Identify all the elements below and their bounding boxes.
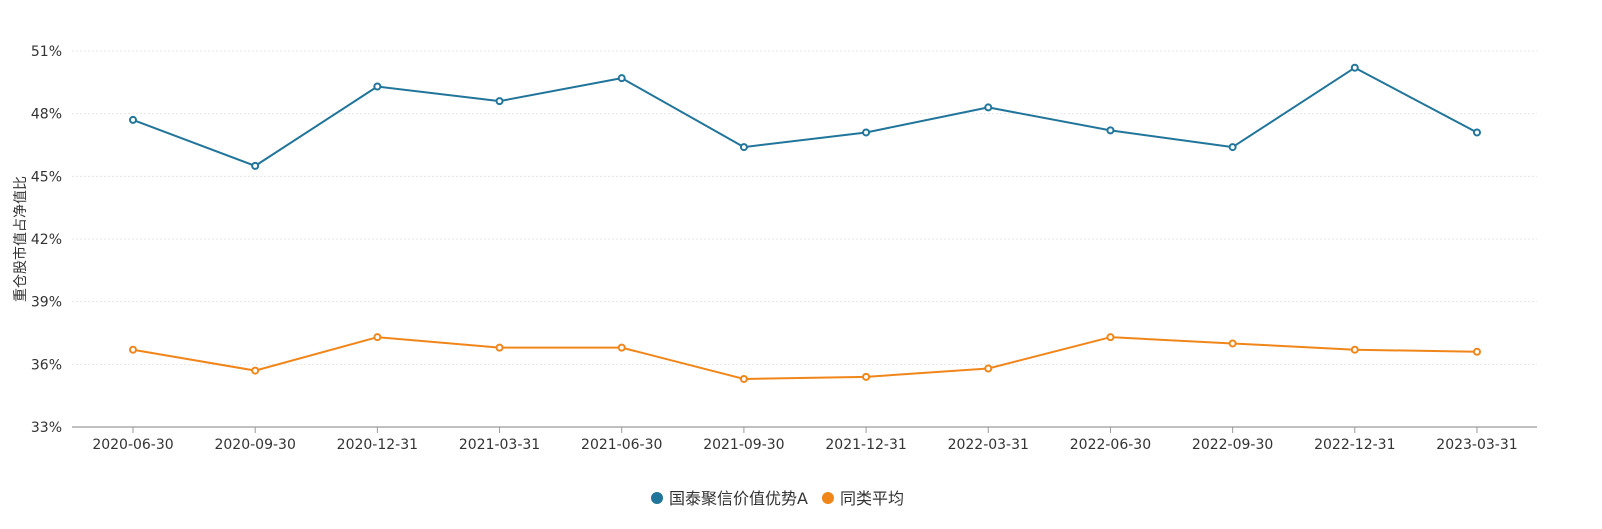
data-point[interactable]	[862, 128, 871, 137]
x-tick-label: 2022-09-30	[1192, 437, 1273, 453]
x-tick-label: 2022-03-31	[948, 437, 1029, 453]
data-point[interactable]	[1106, 333, 1115, 342]
data-point[interactable]	[984, 103, 993, 112]
data-point[interactable]	[984, 364, 993, 373]
x-tick-label: 2022-12-31	[1314, 437, 1395, 453]
data-point[interactable]	[862, 372, 871, 381]
grid-lines	[72, 50, 1537, 365]
data-point[interactable]	[1350, 63, 1359, 72]
legend-item[interactable]: 国泰聚信价值优势A	[651, 489, 808, 508]
y-tick-label: 39%	[31, 295, 62, 311]
data-point[interactable]	[373, 333, 382, 342]
data-point[interactable]	[251, 161, 260, 170]
y-tick-label: 48%	[31, 107, 62, 123]
y-axis-label: 重仓股市值占净值比	[12, 176, 29, 302]
x-tick-label: 2022-06-30	[1070, 437, 1151, 453]
legend-marker-icon	[651, 492, 663, 504]
data-point[interactable]	[251, 366, 260, 375]
data-point[interactable]	[495, 343, 504, 352]
x-tick-label: 2021-03-31	[459, 437, 540, 453]
series-1	[129, 333, 1481, 383]
x-tick-label: 2023-03-31	[1436, 437, 1517, 453]
x-tick-label: 2021-12-31	[825, 437, 906, 453]
data-point[interactable]	[1228, 143, 1237, 152]
x-tick-label: 2020-06-30	[92, 437, 173, 453]
x-tick-label: 2020-09-30	[214, 437, 295, 453]
data-point[interactable]	[1350, 345, 1359, 354]
data-point[interactable]	[1472, 347, 1481, 356]
legend-label: 国泰聚信价值优势A	[669, 489, 808, 508]
data-point[interactable]	[1472, 128, 1481, 137]
data-point[interactable]	[739, 374, 748, 383]
x-tick-label: 2021-09-30	[703, 437, 784, 453]
y-tick-label: 33%	[31, 420, 62, 436]
legend-label: 同类平均	[840, 489, 904, 508]
series-line	[132, 66, 1478, 167]
x-tick-label: 2020-12-31	[337, 437, 418, 453]
data-point[interactable]	[129, 115, 137, 124]
data-point[interactable]	[617, 74, 626, 83]
data-point[interactable]	[129, 345, 137, 354]
y-tick-label: 51%	[31, 44, 62, 60]
legend[interactable]: 国泰聚信价值优势A 同类平均	[651, 489, 904, 508]
series-0	[129, 63, 1481, 170]
series-line	[132, 336, 1477, 380]
series-group	[129, 63, 1481, 383]
y-tick-label: 42%	[31, 232, 62, 248]
y-tick-label: 45%	[31, 169, 62, 185]
x-tick-label: 2021-06-30	[581, 437, 662, 453]
y-axis: 33% 36% 39% 42% 45% 48% 51%	[31, 44, 62, 436]
data-point[interactable]	[739, 143, 748, 152]
data-point[interactable]	[373, 82, 382, 91]
x-axis: 2020-06-30 2020-09-30 2020-12-31 2021-03-31…	[72, 426, 1537, 453]
data-point[interactable]	[1106, 126, 1115, 135]
legend-item[interactable]: 同类平均	[821, 489, 904, 508]
data-point[interactable]	[495, 97, 504, 106]
legend-marker-icon	[821, 492, 834, 504]
y-tick-label: 36%	[31, 357, 62, 373]
data-point[interactable]	[617, 343, 626, 352]
data-point[interactable]	[1228, 339, 1237, 348]
